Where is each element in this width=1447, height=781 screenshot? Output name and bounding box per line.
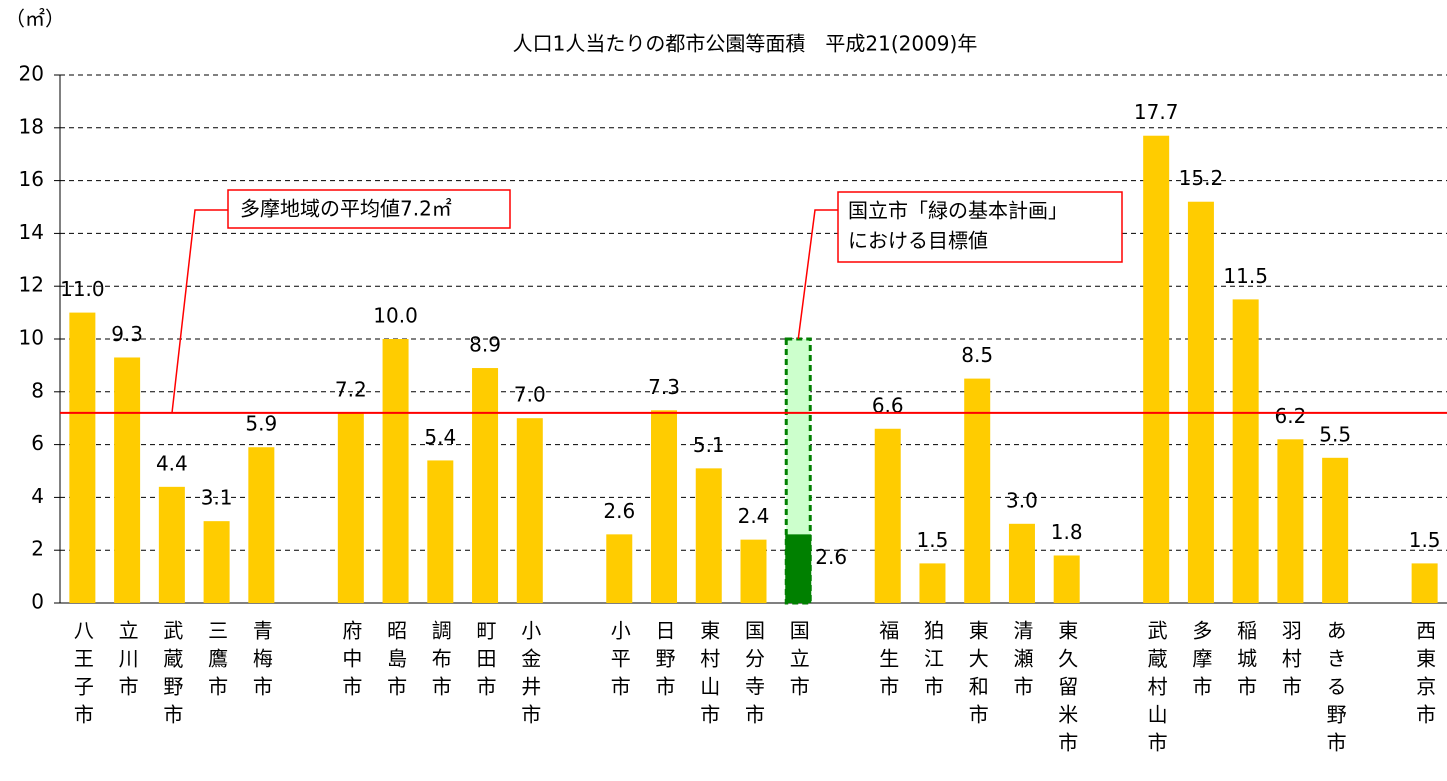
bar (1187, 201, 1214, 603)
leader-line (171, 209, 228, 414)
bar (114, 357, 141, 603)
y-unit: （㎡） (5, 7, 65, 31)
x-tick-label: 稲城市 (1234, 620, 1258, 704)
x-tick-label: 清瀬市 (1010, 620, 1034, 704)
x-tick-label: 西東京市 (1413, 620, 1437, 732)
data-label: 1.5 (1409, 528, 1441, 552)
annotation: 多摩地域の平均値7.2㎡ (240, 197, 452, 221)
bar (158, 486, 185, 603)
bar (203, 521, 230, 603)
data-label: 5.5 (1319, 422, 1351, 446)
bar (337, 412, 364, 603)
bar (1008, 523, 1035, 603)
bar (1053, 555, 1080, 603)
x-tick-label: 羽村市 (1278, 620, 1302, 704)
x-tick-label: 狛江市 (920, 620, 944, 704)
leader-line (797, 209, 838, 340)
x-tick-label: 東村山市 (697, 620, 721, 732)
x-tick-label: 町田市 (473, 620, 497, 704)
annotation-box (227, 189, 511, 229)
x-tick-label: 国分寺市 (742, 620, 766, 732)
bar (919, 563, 946, 603)
bar (785, 534, 812, 603)
annotation: における目標値 (848, 229, 988, 253)
bar (740, 539, 767, 603)
data-label: 15.2 (1179, 166, 1224, 190)
bar (248, 447, 275, 603)
y-tick-label: 2 (31, 537, 44, 561)
x-tick-label: 府中市 (339, 620, 363, 704)
data-label: 11.5 (1223, 264, 1268, 288)
bar (69, 312, 96, 603)
x-tick-label: 武蔵野市 (160, 620, 184, 732)
chart-title: 人口1人当たりの都市公園等面積 平成21(2009)年 (513, 32, 978, 56)
y-tick-label: 14 (19, 220, 44, 244)
data-label: 7.3 (648, 375, 680, 399)
data-label: 5.4 (424, 425, 456, 449)
x-tick-label: 東久留米市 (1055, 620, 1079, 760)
annotation-box (837, 191, 1123, 263)
data-label: 7.2 (335, 377, 367, 401)
y-tick-label: 8 (31, 378, 44, 402)
x-tick-label: 小平市 (607, 620, 631, 704)
data-label: 7.0 (514, 383, 546, 407)
bar (427, 460, 454, 603)
y-tick-label: 4 (31, 484, 44, 508)
bar (472, 368, 499, 603)
data-label: 5.1 (693, 433, 725, 457)
data-label: 9.3 (111, 322, 143, 346)
x-tick-label: 国立市 (786, 620, 810, 704)
x-tick-label: 小金井市 (518, 620, 542, 732)
data-label: 2.6 (815, 545, 847, 569)
x-tick-label: 青梅市 (249, 620, 273, 704)
bar (1322, 457, 1349, 603)
data-label: 17.7 (1134, 100, 1179, 124)
x-tick-label: 調布市 (428, 620, 452, 704)
data-label: 3.1 (201, 486, 233, 510)
x-tick-label: 昭島市 (384, 620, 408, 704)
data-label: 8.5 (961, 343, 993, 367)
annotation: 国立市「緑の基本計画」 (848, 199, 1068, 223)
bar (606, 534, 633, 603)
x-tick-label: 日野市 (652, 620, 676, 704)
x-tick-label: 福生市 (876, 620, 900, 704)
data-label: 10.0 (373, 304, 418, 328)
bar (1143, 135, 1170, 603)
data-label: 1.5 (917, 528, 949, 552)
bar (695, 468, 722, 603)
bar (651, 410, 678, 603)
bar (874, 428, 901, 603)
x-tick-label: あきる野市 (1323, 620, 1347, 760)
data-label: 4.4 (156, 451, 188, 475)
data-label: 6.2 (1274, 404, 1306, 428)
data-label: 5.9 (245, 412, 277, 436)
data-label: 2.6 (603, 499, 635, 523)
y-tick-label: 0 (31, 590, 44, 614)
data-label: 3.0 (1006, 488, 1038, 512)
bar (516, 418, 543, 603)
x-tick-label: 武蔵村山市 (1144, 620, 1168, 760)
bar (1232, 299, 1259, 603)
x-tick-label: 多摩市 (1189, 620, 1213, 704)
bar (382, 339, 409, 603)
y-tick-label: 6 (31, 431, 44, 455)
y-tick-label: 10 (19, 326, 44, 350)
data-label: 1.8 (1051, 520, 1083, 544)
y-tick-label: 18 (19, 114, 44, 138)
y-tick-label: 12 (19, 273, 44, 297)
data-label: 8.9 (469, 333, 501, 357)
x-tick-label: 立川市 (115, 620, 139, 704)
bar (964, 378, 991, 603)
x-tick-label: 八王子市 (70, 620, 94, 732)
y-tick-label: 20 (19, 62, 44, 86)
x-tick-label: 東大和市 (965, 620, 989, 732)
bar (1277, 439, 1304, 603)
y-tick-label: 16 (19, 167, 44, 191)
bar (1411, 563, 1438, 603)
data-label: 11.0 (60, 277, 105, 301)
data-label: 2.4 (738, 504, 770, 528)
x-tick-label: 三鷹市 (205, 620, 229, 704)
